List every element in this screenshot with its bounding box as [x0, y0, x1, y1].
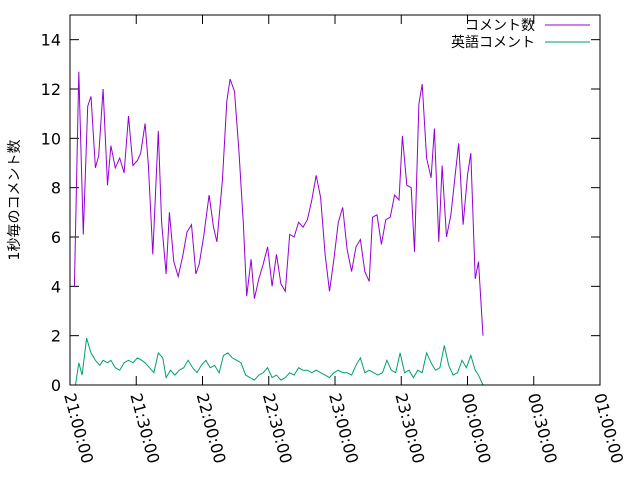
x-tick-label: 21:30:00 — [126, 391, 163, 465]
y-tick-label: 14 — [41, 31, 61, 50]
x-tick-label: 23:00:00 — [325, 391, 362, 465]
series — [73, 71, 484, 386]
y-tick-label: 0 — [51, 376, 61, 395]
legend-label-0: コメント数 — [465, 18, 535, 34]
y-tick-label: 12 — [41, 80, 61, 99]
x-tick-label: 21:00:00 — [60, 391, 97, 465]
series-line-1 — [75, 337, 484, 386]
y-tick-label: 2 — [51, 327, 61, 346]
y-tick-label: 6 — [51, 228, 61, 247]
x-tick-label: 22:00:00 — [193, 391, 230, 465]
x-tick-label: 23:30:00 — [391, 391, 428, 465]
x-tick-label: 00:00:00 — [458, 391, 495, 465]
y-axis-title: 1秒毎のコメント数 — [7, 140, 23, 261]
x-tick-label: 22:30:00 — [259, 391, 296, 465]
ticks: 0 2 4 6 8 10 12 14 21:00:00 21:30:00 22:00:00 22:30… — [41, 15, 627, 465]
y-tick-label: 8 — [51, 179, 61, 198]
y-tick-label: 10 — [41, 129, 61, 148]
legend-label-1: 英語コメント — [451, 34, 535, 51]
x-tick-label: 01:00:00 — [590, 391, 627, 465]
series-line-0 — [73, 71, 484, 336]
x-tick-label: 00:30:00 — [524, 391, 561, 465]
plot-frame — [69, 14, 601, 386]
y-tick-label: 4 — [51, 277, 61, 296]
